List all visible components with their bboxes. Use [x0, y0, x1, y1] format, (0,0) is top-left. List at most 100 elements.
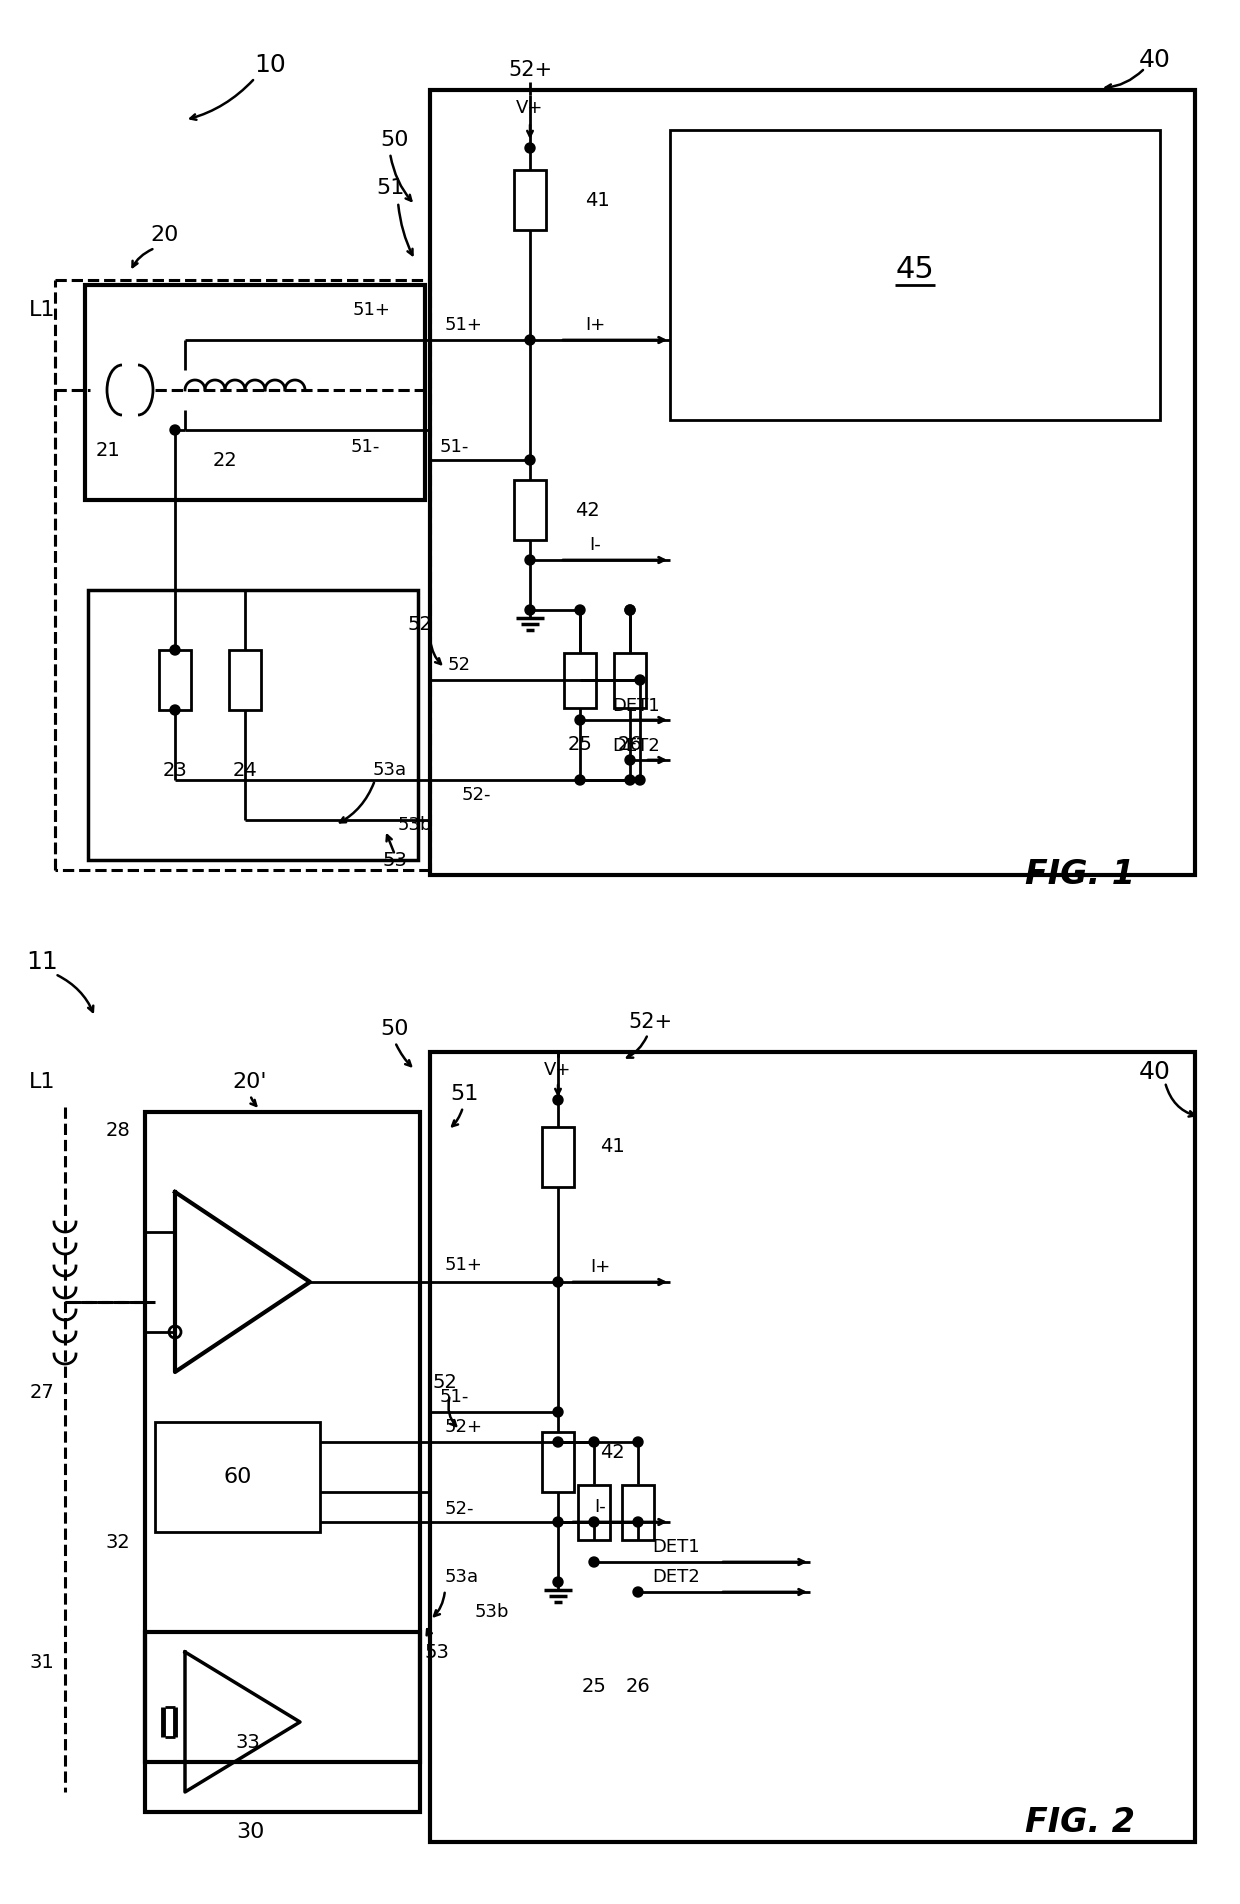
- Circle shape: [170, 645, 180, 655]
- Text: 53b: 53b: [475, 1603, 510, 1620]
- Circle shape: [525, 455, 534, 465]
- Text: I-: I-: [589, 537, 601, 554]
- Text: 11: 11: [26, 950, 58, 975]
- Text: 26: 26: [618, 735, 642, 754]
- Bar: [159, 649, 191, 710]
- Text: FIG. 2: FIG. 2: [1025, 1805, 1135, 1839]
- Text: 51: 51: [376, 177, 404, 198]
- Text: 50: 50: [381, 129, 409, 150]
- Text: 27: 27: [30, 1382, 55, 1401]
- Circle shape: [525, 605, 534, 615]
- Text: 25: 25: [582, 1677, 606, 1696]
- Circle shape: [525, 335, 534, 345]
- Circle shape: [525, 554, 534, 565]
- Circle shape: [525, 143, 534, 152]
- Text: 21: 21: [95, 440, 120, 459]
- Bar: [430, 1053, 1195, 1841]
- Text: 40: 40: [1140, 1061, 1171, 1083]
- Text: 26: 26: [626, 1677, 650, 1696]
- Circle shape: [553, 1407, 563, 1417]
- Text: 20': 20': [233, 1072, 268, 1093]
- Bar: [86, 286, 425, 501]
- Text: 23: 23: [162, 760, 187, 779]
- Text: 31: 31: [30, 1653, 55, 1672]
- Text: 33: 33: [236, 1733, 260, 1752]
- Text: 52: 52: [448, 657, 471, 674]
- Circle shape: [553, 1438, 563, 1447]
- Text: 24: 24: [233, 760, 258, 779]
- Circle shape: [575, 775, 585, 784]
- Bar: [542, 1432, 574, 1493]
- Text: 53a: 53a: [445, 1569, 479, 1586]
- Text: L1: L1: [29, 301, 56, 320]
- Circle shape: [575, 716, 585, 725]
- Text: V+: V+: [516, 99, 543, 116]
- Text: 51: 51: [451, 1083, 479, 1104]
- Text: 30: 30: [236, 1822, 264, 1841]
- Text: 51-: 51-: [440, 1388, 470, 1405]
- Circle shape: [589, 1438, 599, 1447]
- Circle shape: [575, 605, 585, 615]
- Circle shape: [553, 1095, 563, 1104]
- Text: 53: 53: [425, 1643, 450, 1662]
- Text: DET2: DET2: [652, 1569, 701, 1586]
- Text: 42: 42: [575, 501, 600, 520]
- Text: 52+: 52+: [508, 61, 552, 80]
- Bar: [229, 649, 260, 710]
- Circle shape: [170, 704, 180, 716]
- Text: 28: 28: [105, 1120, 130, 1139]
- Circle shape: [589, 1557, 599, 1567]
- Circle shape: [632, 1438, 644, 1447]
- Text: 52-: 52-: [463, 786, 491, 803]
- Text: FIG. 1: FIG. 1: [1025, 859, 1135, 891]
- Bar: [564, 653, 596, 708]
- Text: I-: I-: [594, 1498, 606, 1516]
- Text: V+: V+: [544, 1061, 572, 1080]
- Bar: [145, 1632, 420, 1813]
- Bar: [670, 129, 1159, 421]
- Circle shape: [632, 1517, 644, 1527]
- Bar: [614, 653, 646, 708]
- Text: 41: 41: [585, 190, 610, 209]
- Bar: [578, 1485, 610, 1540]
- Bar: [542, 1127, 574, 1186]
- Text: 51+: 51+: [445, 1257, 482, 1274]
- Circle shape: [625, 775, 635, 784]
- Text: 53b: 53b: [398, 817, 433, 834]
- Text: L1: L1: [29, 1072, 56, 1093]
- Text: DET1: DET1: [652, 1538, 701, 1556]
- Text: DET2: DET2: [613, 737, 660, 756]
- Text: 51-: 51-: [351, 438, 379, 455]
- Bar: [88, 590, 418, 861]
- Circle shape: [553, 1577, 563, 1588]
- Text: 52+: 52+: [445, 1418, 484, 1436]
- Text: 53a: 53a: [373, 762, 407, 779]
- Bar: [515, 169, 546, 230]
- Text: 52: 52: [432, 1373, 456, 1392]
- Circle shape: [553, 1517, 563, 1527]
- Text: 32: 32: [105, 1533, 130, 1552]
- Text: 52: 52: [408, 615, 433, 634]
- Circle shape: [625, 605, 635, 615]
- Text: 52-: 52-: [445, 1500, 475, 1517]
- Circle shape: [635, 676, 645, 685]
- Text: 22: 22: [212, 451, 237, 470]
- Text: 50: 50: [381, 1019, 409, 1040]
- Text: 52+: 52+: [627, 1013, 672, 1032]
- Text: 51+: 51+: [445, 316, 482, 333]
- Circle shape: [170, 425, 180, 434]
- Text: 20: 20: [151, 225, 180, 246]
- Circle shape: [625, 756, 635, 765]
- Bar: [622, 1485, 653, 1540]
- Bar: [430, 89, 1195, 876]
- Text: 60: 60: [223, 1466, 252, 1487]
- Text: I+: I+: [585, 316, 605, 333]
- Text: 10: 10: [254, 53, 286, 76]
- Text: 41: 41: [600, 1137, 625, 1156]
- Circle shape: [625, 605, 635, 615]
- Bar: [515, 480, 546, 541]
- Text: 53: 53: [383, 851, 408, 870]
- Text: DET1: DET1: [613, 697, 660, 716]
- Circle shape: [589, 1517, 599, 1527]
- Circle shape: [553, 1278, 563, 1287]
